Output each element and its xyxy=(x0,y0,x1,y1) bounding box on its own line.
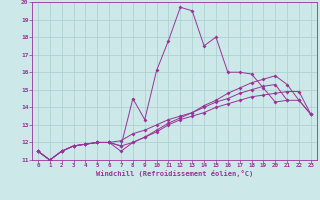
X-axis label: Windchill (Refroidissement éolien,°C): Windchill (Refroidissement éolien,°C) xyxy=(96,170,253,177)
